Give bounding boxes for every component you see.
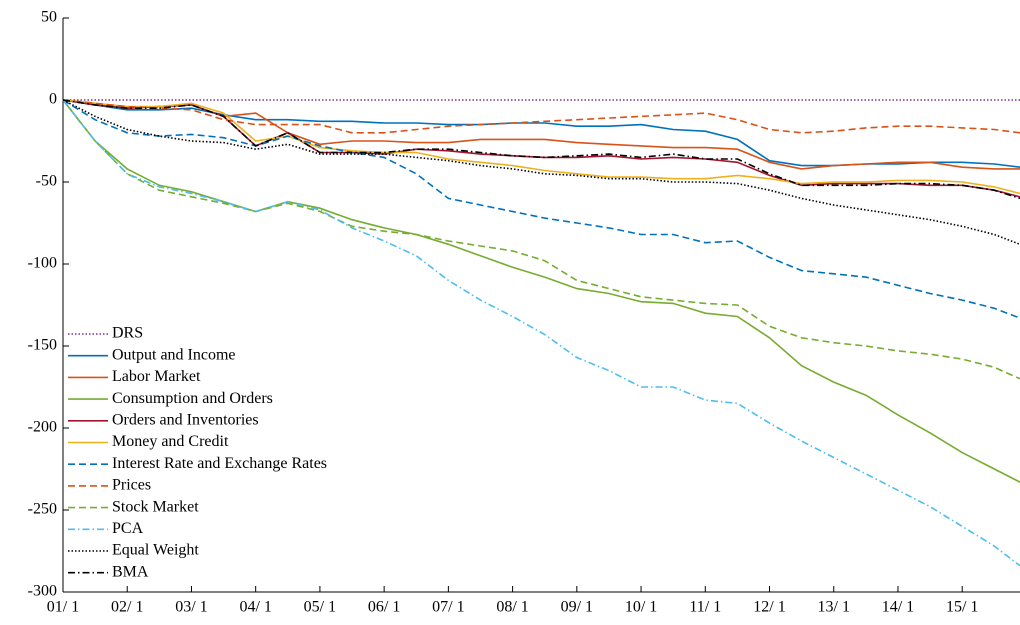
y-tick-label: -250 xyxy=(28,501,57,518)
legend-label: Orders and Inventories xyxy=(112,411,259,428)
y-tick-label: -300 xyxy=(28,583,57,600)
legend-label: Prices xyxy=(112,477,151,494)
x-tick-label: 12/ 1 xyxy=(753,599,785,616)
y-tick-label: -200 xyxy=(28,419,57,436)
legend-label: Consumption and Orders xyxy=(112,390,273,407)
x-tick-label: 06/ 1 xyxy=(368,599,400,616)
series-line xyxy=(62,99,1020,134)
x-tick-label: 05/ 1 xyxy=(304,599,336,616)
legend-label: Equal Weight xyxy=(112,542,199,559)
series-line xyxy=(62,99,1020,246)
x-tick-label: 02/ 1 xyxy=(111,599,143,616)
legend-label: BMA xyxy=(112,563,149,580)
x-tick-label: 10/ 1 xyxy=(625,599,657,616)
x-tick-label: 11/ 1 xyxy=(689,599,721,616)
series-line xyxy=(62,99,1020,319)
y-tick-label: -100 xyxy=(28,255,57,272)
x-tick-label: 07/ 1 xyxy=(432,599,464,616)
series-line xyxy=(62,99,1020,200)
x-tick-label: 13/ 1 xyxy=(818,599,850,616)
legend-label: Money and Credit xyxy=(112,433,229,450)
y-tick-label: 0 xyxy=(49,91,57,108)
x-tick-label: 01/ 1 xyxy=(47,599,79,616)
y-tick-label: -150 xyxy=(28,337,57,354)
x-tick-label: 04/ 1 xyxy=(239,599,271,616)
x-tick-label: 03/ 1 xyxy=(175,599,207,616)
y-tick-label: 50 xyxy=(41,9,57,26)
legend-label: Labor Market xyxy=(112,368,201,385)
legend-label: Interest Rate and Exchange Rates xyxy=(112,455,327,472)
legend-label: Stock Market xyxy=(112,498,199,515)
x-tick-label: 15/ 1 xyxy=(946,599,978,616)
y-tick-label: -50 xyxy=(36,173,57,190)
series-line xyxy=(62,99,1020,380)
series-line xyxy=(62,99,1020,195)
x-tick-label: 09/ 1 xyxy=(561,599,593,616)
x-tick-label: 08/ 1 xyxy=(496,599,528,616)
series-line xyxy=(62,99,1020,567)
legend-label: DRS xyxy=(112,325,143,342)
legend-label: Output and Income xyxy=(112,346,236,363)
x-tick-label: 14/ 1 xyxy=(882,599,914,616)
legend-label: PCA xyxy=(112,520,144,537)
